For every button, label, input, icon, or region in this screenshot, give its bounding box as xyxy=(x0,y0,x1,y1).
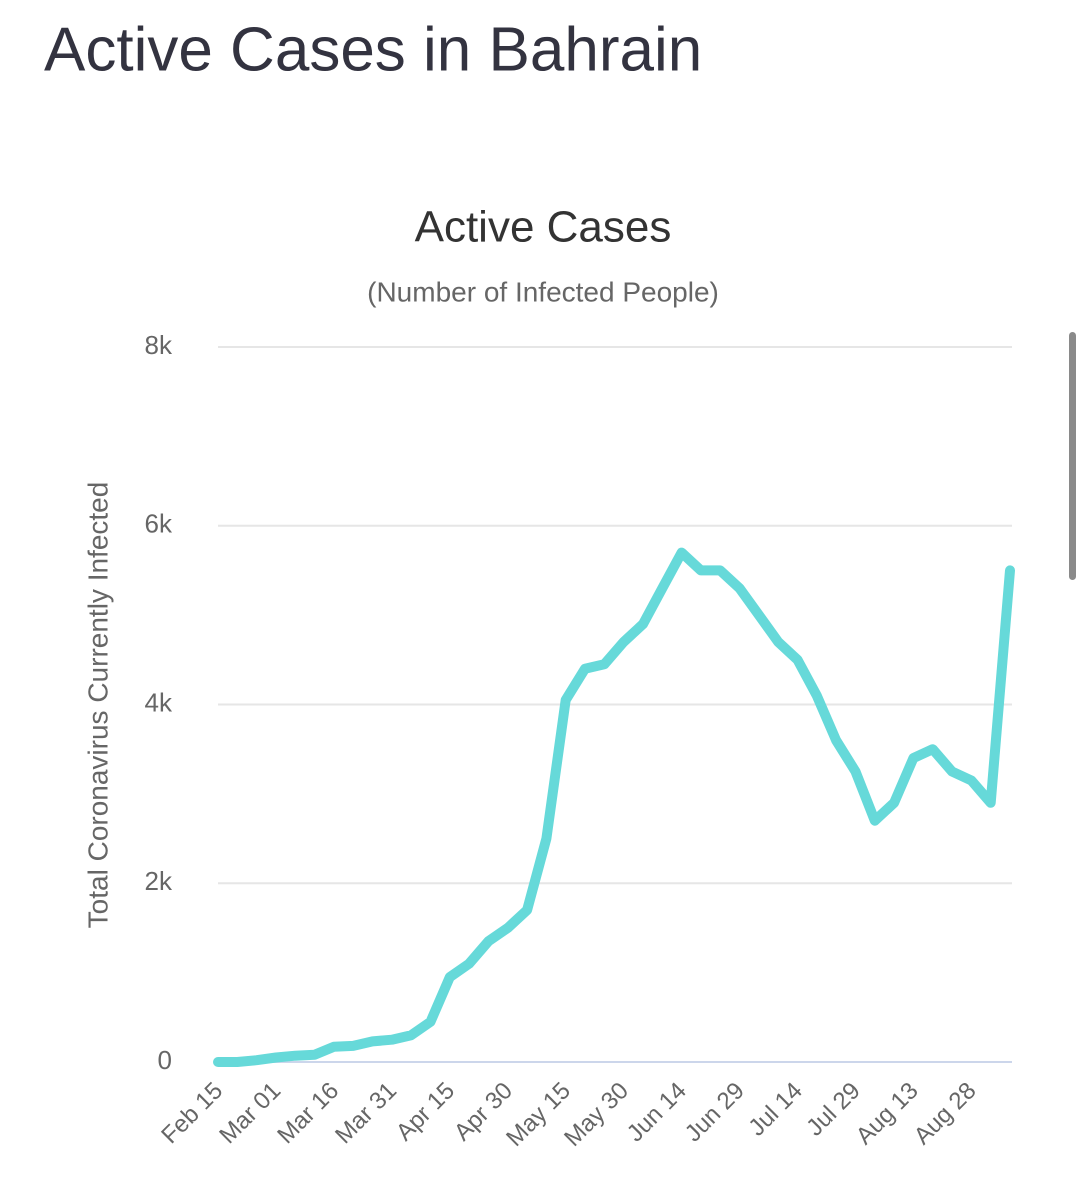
x-tick-label: Jun 29 xyxy=(680,1077,750,1147)
chart-title: Active Cases xyxy=(415,203,672,252)
y-tick-label: 0 xyxy=(158,1045,172,1075)
y-axis-label: Total Coronavirus Currently Infected xyxy=(82,482,113,929)
scrollbar[interactable] xyxy=(1069,332,1076,580)
x-tick-label: Aug 13 xyxy=(851,1077,924,1150)
x-tick-label: Mar 31 xyxy=(330,1077,402,1149)
x-tick-label: Apr 15 xyxy=(391,1077,460,1146)
x-tick-label: Feb 15 xyxy=(156,1077,228,1149)
y-tick-label: 2k xyxy=(145,866,173,896)
chart-subtitle: (Number of Infected People) xyxy=(367,276,719,307)
page-title: Active Cases in Bahrain xyxy=(44,15,702,84)
x-tick-label: May 15 xyxy=(501,1077,576,1152)
x-tick-label: May 30 xyxy=(559,1077,634,1152)
x-tick-label: Jun 14 xyxy=(622,1077,692,1147)
x-tick-label: Jul 14 xyxy=(743,1077,807,1141)
x-tick-label: Mar 01 xyxy=(214,1077,286,1149)
y-tick-label: 8k xyxy=(145,330,173,360)
x-tick-label: Mar 16 xyxy=(272,1077,344,1149)
x-tick-label: Aug 28 xyxy=(909,1077,982,1150)
y-tick-label: 4k xyxy=(145,687,173,717)
y-tick-label: 6k xyxy=(145,509,173,539)
data-line xyxy=(213,547,1015,1067)
